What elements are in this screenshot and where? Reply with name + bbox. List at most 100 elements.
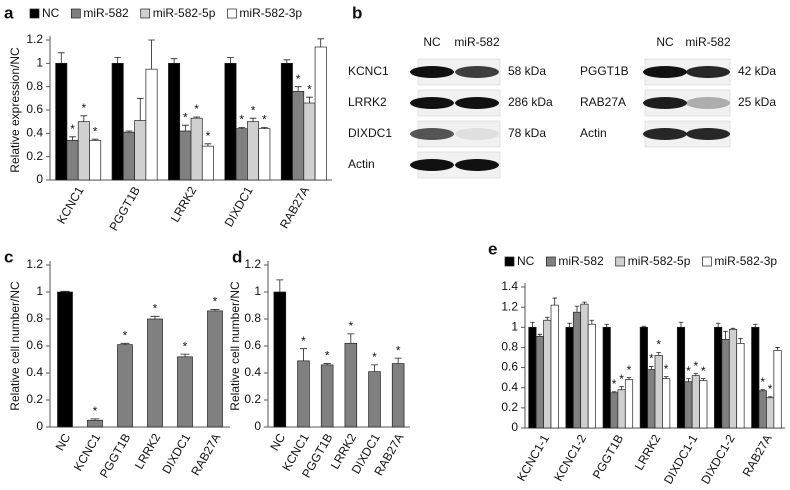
significance-star: *	[183, 110, 188, 124]
legend-label: NC	[517, 254, 535, 268]
significance-star: *	[123, 328, 128, 342]
error-bar	[69, 136, 76, 141]
bar	[111, 62, 124, 181]
bar	[87, 419, 103, 428]
bar	[368, 371, 381, 428]
error-bar	[193, 116, 201, 119]
x-tick-label: RAB27A	[277, 184, 312, 231]
bar	[676, 326, 686, 429]
blot-band	[643, 97, 687, 109]
blot-band	[410, 128, 454, 140]
protein-label: DIXDC1	[348, 126, 392, 140]
blot-band	[643, 66, 687, 78]
error-bar	[180, 353, 190, 357]
error-bar	[738, 337, 743, 344]
error-bar	[537, 333, 543, 337]
x-tick-label: DIXDC1-1	[661, 432, 701, 487]
bar	[247, 121, 260, 181]
x-tick-label: PGGT1B	[106, 184, 142, 233]
bar	[736, 343, 745, 429]
panel-label: b	[352, 3, 362, 22]
bar	[602, 326, 611, 429]
y-tick-label: 0.6	[244, 338, 261, 352]
significance-star: *	[82, 101, 87, 115]
y-tick-label: 0.4	[26, 365, 43, 379]
bar	[699, 380, 708, 429]
lane-label: NC	[656, 35, 674, 49]
bar	[273, 291, 287, 428]
x-tick-label: KCNC1	[71, 431, 104, 474]
error-bar	[181, 124, 189, 131]
bar	[147, 318, 163, 428]
bar	[77, 121, 90, 181]
y-tick-label: 1	[36, 284, 43, 298]
significance-star: *	[153, 301, 158, 315]
panel-label: c	[4, 247, 13, 266]
bar	[758, 390, 767, 429]
error-bar	[753, 323, 758, 328]
y-tick-label: 0.4	[26, 126, 43, 140]
error-bar	[317, 38, 325, 47]
bar	[572, 311, 582, 429]
significance-star: *	[664, 362, 669, 376]
legend-label: miR-582-5p	[153, 6, 216, 20]
bar	[639, 326, 648, 429]
error-bar	[663, 376, 669, 379]
error-bar	[57, 52, 65, 64]
bar	[168, 62, 181, 181]
error-bar	[641, 325, 647, 328]
error-bar	[80, 115, 88, 122]
error-bar	[678, 321, 684, 328]
blot-band	[455, 128, 499, 140]
error-bar	[150, 315, 160, 319]
y-tick-label: 0.8	[501, 340, 518, 354]
x-tick-label: KCNC1	[54, 184, 87, 227]
y-tick-label: 0	[36, 419, 43, 433]
bar	[89, 139, 102, 181]
bar	[66, 139, 79, 181]
bar	[177, 356, 193, 428]
error-bar	[574, 305, 580, 313]
error-bar	[760, 389, 765, 391]
y-tick-label: 0.2	[26, 392, 43, 406]
significance-star: *	[325, 349, 330, 363]
y-tick-label: 0.4	[244, 365, 261, 379]
error-bar	[294, 86, 302, 92]
error-bar	[238, 127, 246, 129]
error-bar	[656, 352, 661, 356]
error-bar	[723, 330, 728, 340]
error-bar	[323, 363, 331, 365]
bar	[320, 364, 334, 428]
bar	[528, 326, 537, 429]
blot-band	[410, 97, 454, 109]
legend-label: miR-582-3p	[239, 6, 302, 20]
y-tick-label: 0	[254, 419, 261, 433]
error-bar	[136, 97, 144, 121]
significance-star: *	[372, 350, 377, 364]
blot-band	[643, 128, 687, 140]
size-label: 42 kDa	[738, 64, 776, 78]
panel-label: d	[232, 247, 242, 266]
x-tick-label: LRRK2	[132, 431, 164, 472]
bar	[773, 350, 782, 429]
error-bar	[283, 59, 291, 64]
legend-swatch	[70, 8, 81, 19]
y-axis-label: Relative expression/NC	[8, 47, 22, 173]
significance-star: *	[206, 129, 211, 143]
bar	[391, 363, 405, 428]
bar	[303, 102, 316, 181]
error-bar	[148, 39, 155, 70]
bar	[662, 378, 671, 429]
error-bar	[91, 138, 99, 141]
error-bar	[582, 301, 587, 305]
protein-label: LRRK2	[348, 95, 387, 109]
error-bar	[552, 297, 557, 306]
legend-label: miR-582	[83, 6, 129, 20]
protein-label: PGGT1B	[580, 64, 629, 78]
y-tick-label: 0.6	[26, 102, 43, 116]
y-tick-label: 1.2	[26, 257, 43, 271]
significance-star: *	[93, 404, 98, 418]
legend-label: miR-582-3p	[714, 254, 777, 268]
x-tick-label: KCNC1-2	[551, 432, 589, 484]
